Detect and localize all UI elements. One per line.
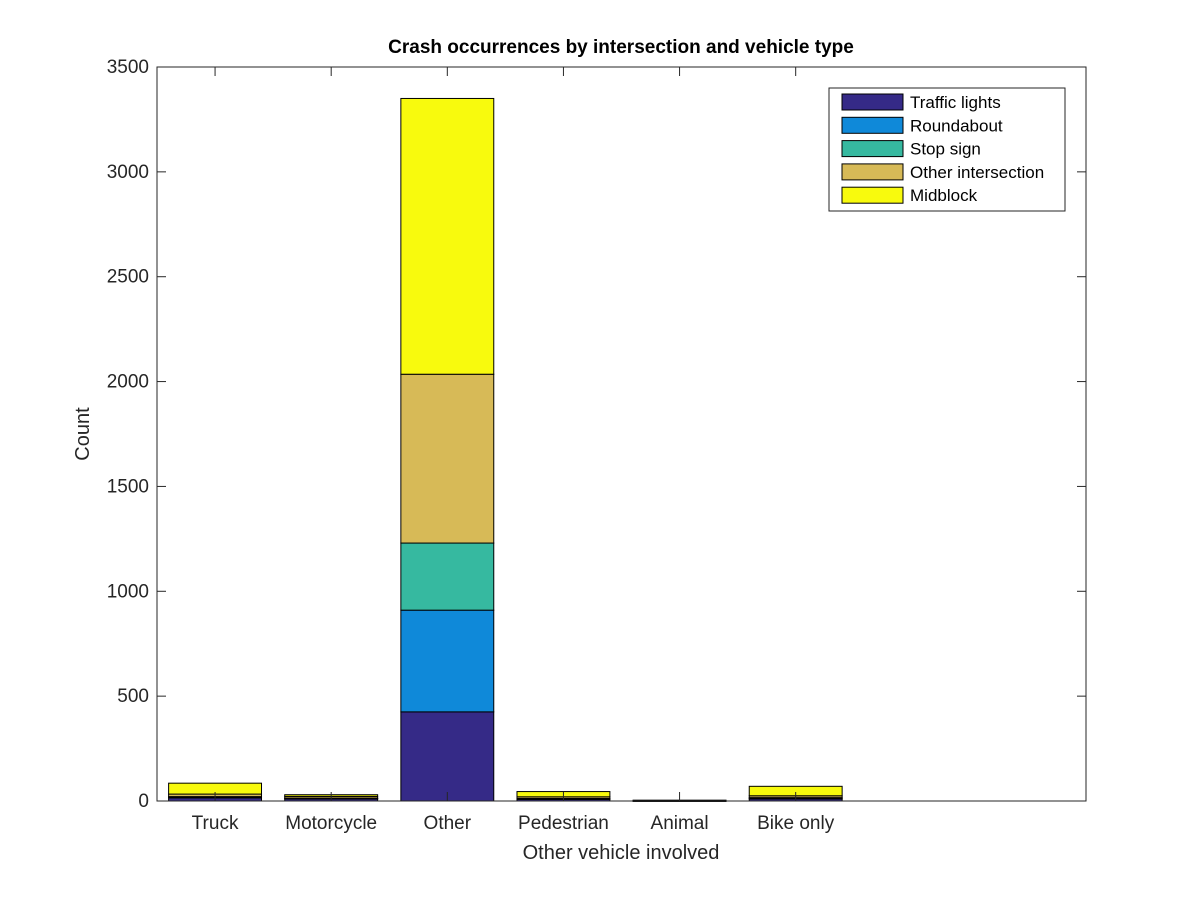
- bar-other-midblock: [400, 97, 495, 375]
- y-tick-label: 500: [117, 686, 149, 707]
- bar-other-other-intersection: [400, 373, 495, 544]
- legend-label: Midblock: [910, 186, 978, 205]
- bar-other-roundabout: [400, 609, 495, 713]
- x-tick-label: Bike only: [757, 813, 835, 834]
- legend-swatch-traffic-lights: [841, 93, 904, 111]
- y-tick-label: 1000: [107, 581, 149, 602]
- y-axis-title: Count: [72, 407, 94, 461]
- bar-other-traffic-lights: [400, 711, 495, 802]
- x-tick-label: Pedestrian: [518, 813, 609, 834]
- axis-ticks: [157, 66, 1086, 802]
- x-axis-title: Other vehicle involved: [523, 842, 720, 864]
- x-tick-label: Animal: [651, 813, 709, 834]
- y-tick-label: 3500: [107, 57, 149, 78]
- bar-group: [168, 97, 843, 802]
- y-tick-label: 2000: [107, 372, 149, 393]
- legend-swatch-roundabout: [841, 116, 904, 134]
- legend-label: Stop sign: [910, 140, 981, 159]
- legend-label: Traffic lights: [910, 93, 1001, 112]
- x-tick-labels: Truck Motorcycle Other Pedestrian Animal Bike…: [192, 813, 835, 834]
- y-tick-labels: 0 500 1000 1500 2000 2500 3000 3500: [107, 57, 149, 812]
- legend-label: Roundabout: [910, 116, 1003, 135]
- y-tick-label: 0: [138, 791, 149, 812]
- bar-other-stop-sign: [400, 542, 495, 611]
- x-tick-label: Other: [424, 813, 472, 834]
- chart-title: Crash occurrences by intersection and ve…: [388, 37, 854, 58]
- plot-frame: [156, 66, 1087, 802]
- legend-swatch-other-intersection: [841, 163, 904, 181]
- legend-swatch-stop-sign: [841, 140, 904, 158]
- legend: Traffic lights Roundabout Stop sign Other i…: [828, 87, 1066, 212]
- legend-swatch-midblock: [841, 186, 904, 204]
- y-tick-label: 1500: [107, 476, 149, 497]
- x-tick-label: Truck: [192, 813, 239, 834]
- y-tick-label: 3000: [107, 162, 149, 183]
- legend-label: Other intersection: [910, 163, 1044, 182]
- x-tick-label: Motorcycle: [285, 813, 377, 834]
- y-tick-label: 2500: [107, 267, 149, 288]
